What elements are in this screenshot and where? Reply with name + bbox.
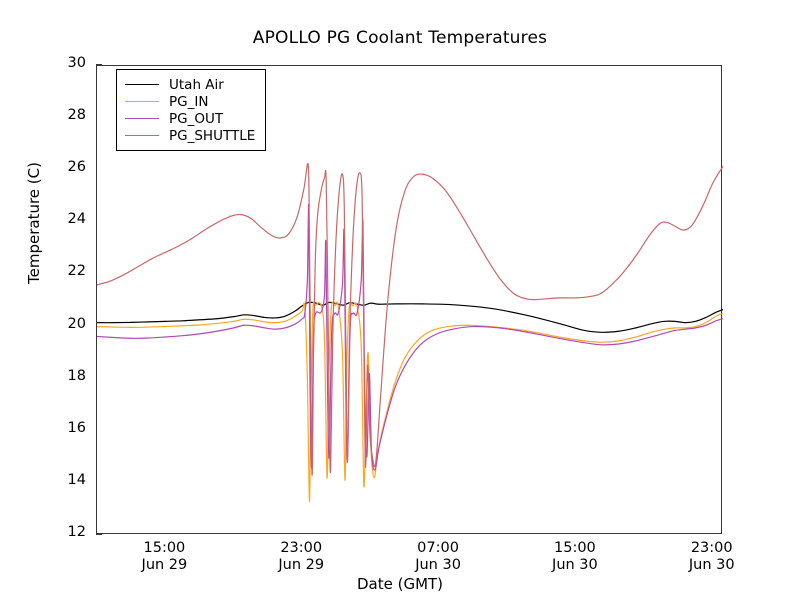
legend-label: PG_OUT <box>169 110 224 127</box>
x-tick-date: Jun 30 <box>552 557 598 573</box>
y-tick-label: 20 <box>67 315 86 332</box>
x-tick-label: 23:00 Jun 29 <box>241 540 361 574</box>
legend: Utah Air PG_IN PG_OUT PG_SHUTTLE <box>116 69 267 151</box>
x-tick-label: 07:00 Jun 30 <box>378 540 498 574</box>
x-axis-label: Date (GMT) <box>356 575 444 593</box>
y-tick-label: 24 <box>67 211 86 228</box>
legend-label: Utah Air <box>169 76 224 93</box>
y-tick-label: 28 <box>67 107 86 124</box>
series-line <box>97 301 723 502</box>
legend-swatch-icon <box>125 101 159 102</box>
x-tick-date: Jun 30 <box>415 557 461 573</box>
x-tick-time: 15:00 <box>143 540 186 556</box>
y-tick-label: 26 <box>67 159 86 176</box>
x-tick-label: 15:00 Jun 29 <box>104 540 224 574</box>
legend-item: Utah Air <box>125 76 255 93</box>
legend-swatch-icon <box>125 84 159 85</box>
x-tick-label: 23:00 Jun 30 <box>652 540 772 574</box>
x-tick-date: Jun 30 <box>688 557 735 573</box>
x-tick-time: 23:00 <box>280 540 323 556</box>
legend-label: PG_SHUTTLE <box>169 127 256 144</box>
series-canvas <box>97 66 723 535</box>
series-line <box>97 203 723 471</box>
legend-item: PG_SHUTTLE <box>125 127 255 144</box>
y-tick-label: 22 <box>67 263 86 280</box>
chart-title: APOLLO PG Coolant Temperatures <box>252 28 548 48</box>
x-tick-time: 23:00 <box>690 540 733 556</box>
x-tick-date: Jun 29 <box>278 557 325 573</box>
x-tick-time: 07:00 <box>417 540 459 556</box>
y-tick-label: 30 <box>67 55 86 71</box>
series-line <box>97 162 723 476</box>
x-tick-time: 15:00 <box>554 540 596 556</box>
y-tick-label: 14 <box>67 471 86 488</box>
y-tick-label: 18 <box>67 367 86 384</box>
legend-swatch-icon <box>125 118 159 119</box>
x-tick-label: 15:00 Jun 30 <box>515 540 635 574</box>
legend-swatch-icon <box>125 135 159 136</box>
series-group <box>97 162 723 502</box>
legend-label: PG_IN <box>169 93 209 110</box>
x-tick-date: Jun 29 <box>141 557 188 573</box>
legend-item: PG_OUT <box>125 110 255 127</box>
y-tick-mark <box>96 64 102 66</box>
legend-item: PG_IN <box>125 93 255 110</box>
y-tick-label: 12 <box>67 524 86 540</box>
y-tick-label: 16 <box>67 419 86 436</box>
series-line <box>97 301 723 333</box>
